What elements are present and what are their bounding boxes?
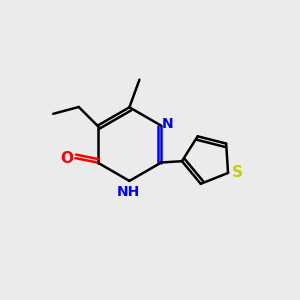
Text: S: S xyxy=(231,165,242,180)
Text: N: N xyxy=(162,117,174,131)
Text: O: O xyxy=(61,151,74,166)
Text: NH: NH xyxy=(116,185,140,199)
